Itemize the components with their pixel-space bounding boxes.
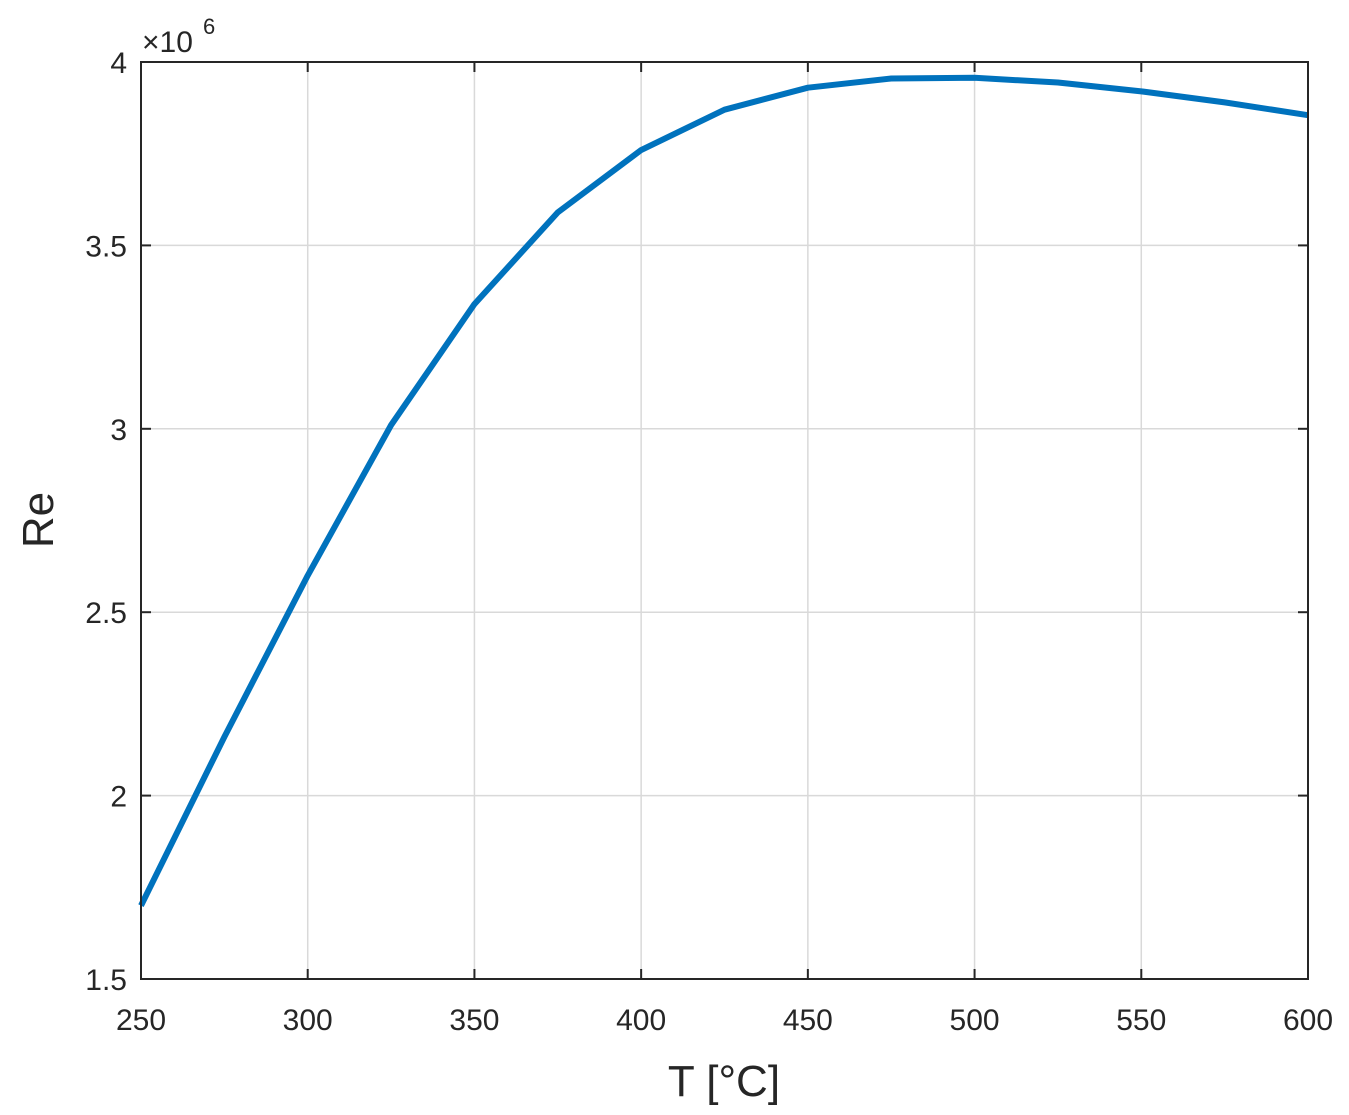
x-tick-label: 550 bbox=[1116, 1004, 1166, 1037]
plot-background bbox=[141, 62, 1308, 979]
x-axis-label: T [°C] bbox=[668, 1057, 780, 1106]
y-tick-label: 4 bbox=[110, 47, 127, 80]
x-tick-label: 600 bbox=[1283, 1004, 1333, 1037]
y-multiplier-exponent: 6 bbox=[203, 14, 215, 39]
series-line bbox=[138, 74, 1309, 907]
x-tick-label: 250 bbox=[116, 1004, 166, 1037]
y-tick-label: 3 bbox=[110, 414, 127, 447]
y-tick-label: 3.5 bbox=[85, 230, 127, 263]
x-tick-label: 450 bbox=[783, 1004, 833, 1037]
ticks bbox=[140, 61, 1309, 980]
y-tick-label: 2.5 bbox=[85, 597, 127, 630]
x-tick-label: 500 bbox=[950, 1004, 1000, 1037]
y-tick-label: 1.5 bbox=[85, 964, 127, 997]
y-axis-label: Re bbox=[14, 492, 63, 548]
y-tick-labels: 1.5 2 2.5 3 3.5 4 bbox=[85, 47, 127, 997]
x-tick-label: 300 bbox=[283, 1004, 333, 1037]
y-tick-label: 2 bbox=[110, 781, 127, 814]
x-tick-label: 350 bbox=[449, 1004, 499, 1037]
x-tick-labels: 250 300 350 400 450 500 550 600 bbox=[116, 1004, 1333, 1037]
y-multiplier-times: ×10 bbox=[142, 26, 193, 59]
series-layer bbox=[138, 74, 1309, 907]
plot-frame bbox=[140, 61, 1309, 980]
x-tick-label: 400 bbox=[616, 1004, 666, 1037]
